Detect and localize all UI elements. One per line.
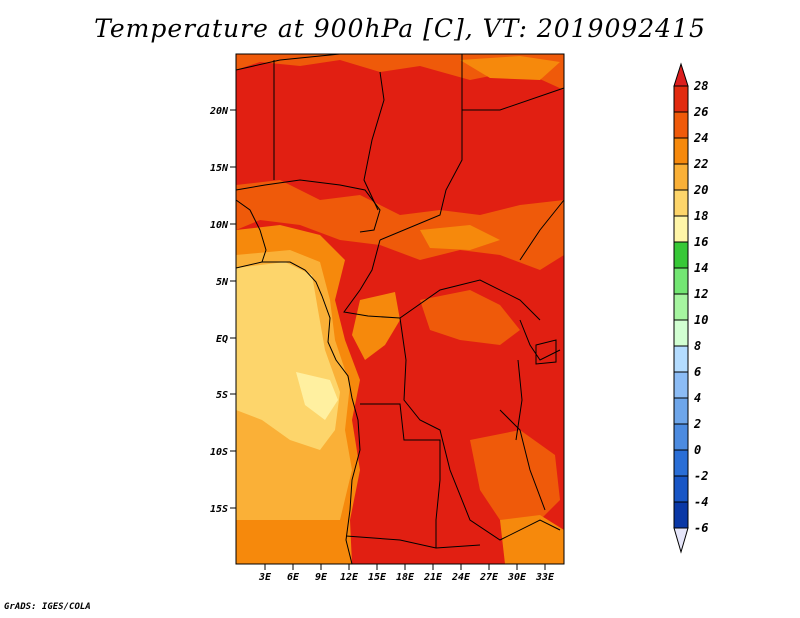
colorbar-label-12: 12 xyxy=(694,287,708,301)
lon-label-30e: 30E xyxy=(507,572,527,583)
lon-label-24e: 24E xyxy=(451,572,471,583)
lon-label-15e: 15E xyxy=(368,572,387,583)
lon-label-27e: 27E xyxy=(479,572,499,583)
colorbar-swatch-6-8 xyxy=(673,345,689,373)
lon-label-18e: 18E xyxy=(396,572,415,583)
colorbar-swatch-m4-m2 xyxy=(673,475,689,503)
colorbar-label-10: 10 xyxy=(694,313,708,327)
colorbar-swatch-26-28 xyxy=(673,85,689,113)
sahel-border xyxy=(235,179,381,233)
lat-label-eq: EQ xyxy=(216,334,228,345)
namibia-border xyxy=(345,535,481,549)
colorbar-label-26: 26 xyxy=(693,105,708,119)
colorbar-label-24: 24 xyxy=(693,131,708,145)
tanzania-border xyxy=(499,409,546,511)
chart-title: Temperature at 900hPa [C], VT: 201909241… xyxy=(94,14,706,43)
field-central-blob xyxy=(420,290,520,345)
colorbar-label-6: 6 xyxy=(694,365,701,379)
colorbar-swatch-m6-m4 xyxy=(673,501,689,529)
colorbar-swatch-18-20 xyxy=(673,189,689,217)
grads-credit: GrADS: IGES/COLA xyxy=(4,602,91,612)
colorbar-label-m6: -6 xyxy=(694,521,708,535)
colorbar-swatch-24-26 xyxy=(673,111,689,139)
colorbar-label-8: 8 xyxy=(694,339,701,353)
colorbar-label-m4: -4 xyxy=(694,495,708,509)
field-10n-band xyxy=(236,180,564,270)
colorbar-label-18: 18 xyxy=(694,209,708,223)
field-gabon-blob xyxy=(352,292,400,360)
lat-axis: 20N 15N 10N 5N EQ 5S 10S 15S xyxy=(209,106,236,515)
west-coast-north xyxy=(235,199,267,263)
field-north-orange-blob xyxy=(420,225,500,250)
lat-label-5n: 5N xyxy=(216,277,229,288)
colorbar-label-4: 4 xyxy=(694,391,701,405)
lat-label-15n: 15N xyxy=(210,163,229,174)
colorbar-swatch-8-10 xyxy=(673,319,689,347)
lake-victoria xyxy=(535,339,557,365)
colorbar-label-20: 20 xyxy=(693,183,708,197)
lake-tanganyika xyxy=(515,359,523,441)
north-border-1 xyxy=(235,53,341,71)
colorbar-label-16: 16 xyxy=(694,235,708,249)
colorbar-swatch-20-22 xyxy=(673,163,689,191)
lat-label-5s: 5S xyxy=(216,390,228,401)
colorbar-swatch-12-14 xyxy=(673,267,689,295)
colorbar-label-0: 0 xyxy=(694,443,701,457)
lon-label-6e: 6E xyxy=(287,572,300,583)
colorbar-swatch-10-12 xyxy=(673,293,689,321)
colorbar-swatch-16-18 xyxy=(673,215,689,243)
angola-border xyxy=(360,403,441,548)
niger-chad-border xyxy=(363,71,385,211)
lake-victoria-border xyxy=(519,319,561,361)
libya-border xyxy=(461,54,565,111)
field-southeast-blob xyxy=(470,430,560,530)
colorbar-swatch-4-6 xyxy=(673,371,689,399)
colorbar-swatch-0-2 xyxy=(673,423,689,451)
ethiopia-border xyxy=(519,199,565,261)
colorbar-arrow-bottom xyxy=(673,527,689,554)
colorbar-label-m2: -2 xyxy=(694,469,708,483)
lat-label-20n: 20N xyxy=(209,106,229,117)
colorbar-label-2: 2 xyxy=(693,417,701,431)
country-borders xyxy=(235,53,565,565)
lon-label-33e: 33E xyxy=(535,572,555,583)
lat-label-15s: 15S xyxy=(210,504,228,515)
lon-label-3e: 3E xyxy=(258,572,272,583)
lat-label-10s: 10S xyxy=(210,447,228,458)
colorbar-swatch-2-4 xyxy=(673,397,689,425)
colorbar-label-28: 28 xyxy=(693,79,708,93)
map-frame xyxy=(235,53,565,565)
colorbar-arrow-top xyxy=(673,62,689,87)
colorbar: 28 26 24 22 20 18 16 14 12 10 8 6 4 2 0 … xyxy=(673,62,708,554)
drc-border xyxy=(399,317,561,541)
field-south-orange xyxy=(500,515,564,564)
temperature-field xyxy=(236,54,564,564)
colorbar-swatch-22-24 xyxy=(673,137,689,165)
colorbar-label-14: 14 xyxy=(694,261,708,275)
africa-coastline xyxy=(235,261,361,565)
car-border xyxy=(343,239,541,321)
lon-label-9e: 9E xyxy=(315,572,328,583)
lat-label-10n: 10N xyxy=(210,220,229,231)
lon-label-12e: 12E xyxy=(340,572,359,583)
colorbar-label-22: 22 xyxy=(693,157,708,171)
chad-sudan-border xyxy=(379,110,463,241)
field-nile-orange xyxy=(460,56,560,80)
field-west-pale xyxy=(296,372,338,420)
lon-axis: 3E 6E 9E 12E 15E 18E 21E 24E 27E 30E 33E xyxy=(258,564,555,583)
colorbar-swatch-14-16 xyxy=(673,241,689,269)
lon-label-21e: 21E xyxy=(423,572,443,583)
colorbar-swatch-m2-0 xyxy=(673,449,689,477)
